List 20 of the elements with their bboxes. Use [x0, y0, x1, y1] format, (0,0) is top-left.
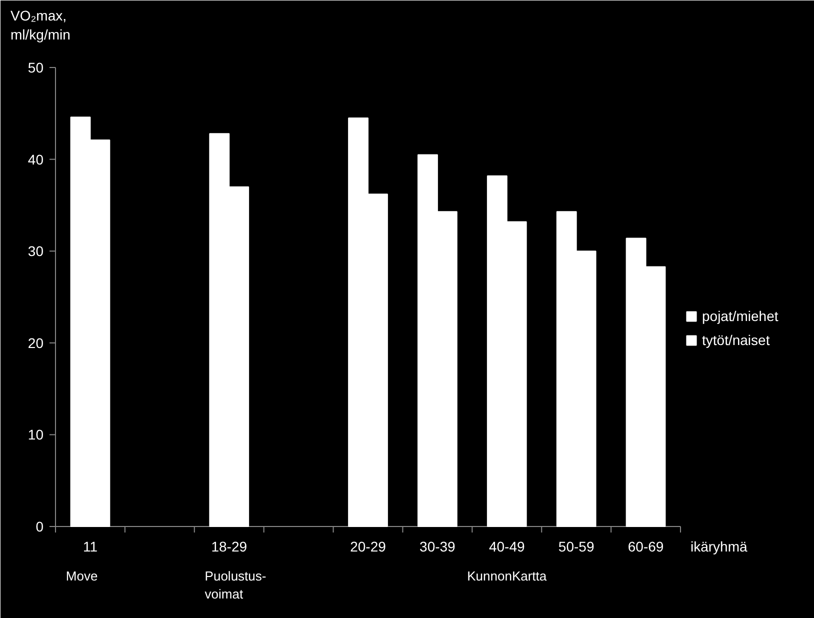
y-tick-label: 20 — [28, 334, 44, 351]
legend-label: pojat/miehet — [702, 308, 778, 324]
y-tick-label: 50 — [28, 60, 44, 76]
y-axis-title: VO₂max, ml/kg/min — [10, 8, 70, 43]
text: Puolustus-voimat — [204, 568, 266, 602]
x-tick-label: 60-69 — [628, 538, 664, 554]
x-axis-title: ikäryhmä — [690, 538, 748, 554]
x-tick-label: 50-59 — [558, 538, 594, 554]
x-tick-label: 11 — [82, 538, 98, 554]
y-tick-label: 10 — [28, 426, 44, 443]
text: Move — [66, 568, 98, 584]
x-tick-label: 18-29 — [211, 538, 248, 554]
x-tick-label: 30-39 — [420, 538, 456, 554]
y-tick-label: 30 — [28, 243, 44, 260]
y-tick-label: 40 — [28, 151, 44, 168]
y-tick-label: 0 — [36, 518, 44, 534]
text: KunnonKartta — [467, 568, 548, 584]
legend-label: tytöt/naiset — [702, 332, 770, 348]
x-tick-label: 40-49 — [488, 538, 526, 554]
x-tick-label: 20-29 — [350, 538, 386, 554]
